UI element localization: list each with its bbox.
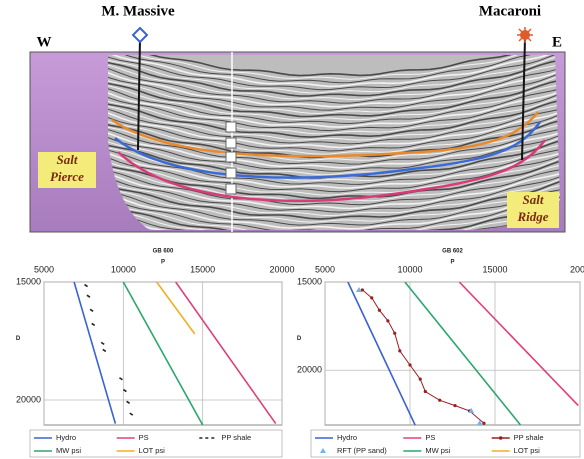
- data-point: [482, 422, 485, 425]
- legend-label: LOT psi: [139, 446, 165, 455]
- figure-canvas: M. Massive Macaroni W E Salt Pierce Salt…: [0, 0, 584, 459]
- chart-title: GB 602: [442, 249, 463, 255]
- y-axis-label: D: [16, 336, 21, 342]
- x-tick-label: 5000: [34, 264, 54, 274]
- x-tick-label: 15000: [482, 264, 507, 274]
- legend-label: MW psi: [56, 446, 81, 455]
- data-point: [393, 332, 396, 335]
- y-tick-label: 15000: [297, 276, 322, 286]
- legend-label: PP shale: [514, 433, 544, 442]
- legend-label: PP shale: [221, 433, 251, 442]
- x-tick-label: 20000: [269, 264, 294, 274]
- legend-label: PS: [139, 433, 149, 442]
- salt-label: Ridge: [516, 209, 548, 224]
- x-tick-label: 10000: [111, 264, 136, 274]
- x-axis-label: P: [450, 260, 454, 266]
- x-tick-label: 15000: [190, 264, 215, 274]
- legend-label: LOT psi: [514, 446, 540, 455]
- data-point: [438, 399, 441, 402]
- data-point: [370, 296, 373, 299]
- legend-label: MW psi: [425, 446, 450, 455]
- legend-symbol: [499, 436, 503, 440]
- direction-west: W: [37, 34, 52, 50]
- legend-label: PS: [425, 433, 435, 442]
- salt-label: Salt: [57, 152, 78, 167]
- x-tick-label: 5000: [315, 264, 335, 274]
- data-point: [386, 319, 389, 322]
- salt-label: Salt: [523, 192, 544, 207]
- well-icon: [517, 27, 533, 43]
- x-tick-label: 2000: [570, 264, 584, 274]
- y-axis-label: D: [297, 336, 302, 342]
- direction-east: E: [552, 34, 562, 50]
- y-tick-label: 15000: [16, 276, 41, 286]
- plot-area: [325, 282, 580, 425]
- x-tick-label: 10000: [397, 264, 422, 274]
- data-point: [453, 404, 456, 407]
- data-point: [424, 390, 427, 393]
- salt-label: Pierce: [50, 169, 84, 184]
- legend-label: Hydro: [337, 433, 357, 442]
- data-point: [408, 363, 411, 366]
- chart-title: GB 600: [153, 249, 174, 255]
- figure: M. Massive Macaroni W E Salt Pierce Salt…: [0, 0, 584, 459]
- well-label: Macaroni: [479, 3, 541, 19]
- y-tick-label: 20000: [16, 394, 41, 404]
- legend-label: RFT (PP sand): [337, 446, 387, 455]
- legend-label: Hydro: [56, 433, 76, 442]
- data-point: [419, 377, 422, 380]
- data-point: [398, 349, 401, 352]
- well-label: M. Massive: [101, 3, 175, 19]
- data-point: [378, 309, 381, 312]
- y-tick-label: 20000: [297, 365, 322, 375]
- x-axis-label: P: [161, 260, 165, 266]
